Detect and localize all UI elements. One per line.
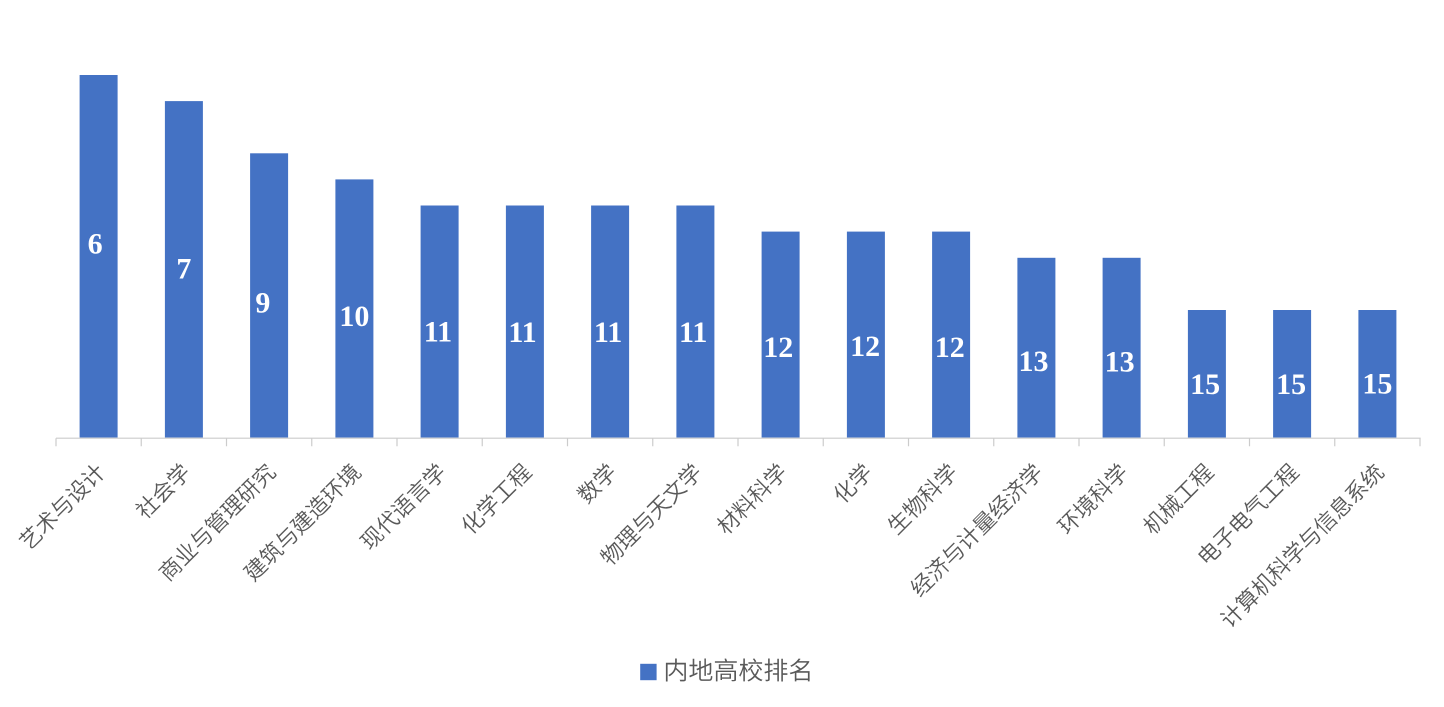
svg-text:11: 11	[424, 315, 452, 348]
svg-text:12: 12	[935, 331, 965, 364]
svg-text:6: 6	[88, 228, 103, 261]
svg-text:13: 13	[1019, 345, 1049, 378]
svg-text:11: 11	[679, 316, 707, 349]
svg-text:15: 15	[1362, 368, 1392, 401]
svg-text:15: 15	[1276, 368, 1306, 401]
svg-text:11: 11	[594, 316, 622, 349]
svg-text:11: 11	[508, 316, 536, 349]
svg-text:13: 13	[1105, 346, 1135, 379]
svg-text:10: 10	[339, 300, 369, 333]
svg-text:12: 12	[850, 330, 880, 363]
svg-text:9: 9	[255, 286, 270, 319]
svg-text:15: 15	[1190, 368, 1220, 401]
svg-text:7: 7	[176, 253, 191, 286]
svg-text:12: 12	[763, 331, 793, 364]
